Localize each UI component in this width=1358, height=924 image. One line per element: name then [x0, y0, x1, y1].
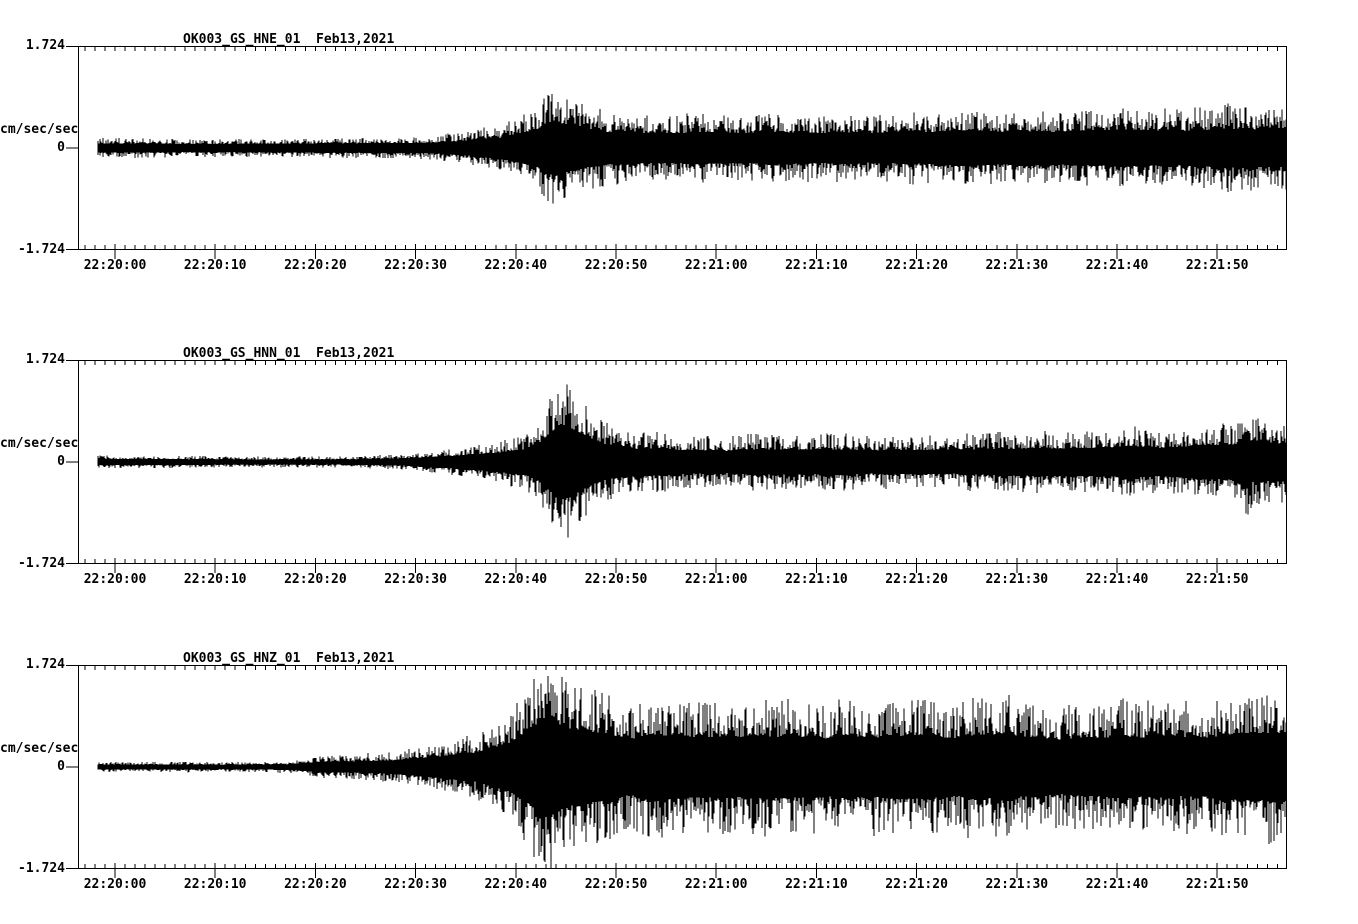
x-tick-label: 22:20:30 [384, 258, 447, 273]
y-tick-label-zero: 0 [57, 759, 65, 774]
y-tick-label-max: 1.724 [25, 38, 65, 53]
x-tick-label: 22:20:10 [183, 877, 247, 892]
waveform-plot-hnn [66, 360, 1287, 573]
y-tick-label-zero: 0 [57, 454, 65, 469]
x-tick-label: 22:20:20 [284, 572, 347, 587]
x-axis-labels: 22:20:00 22:20:10 22:20:20 22:20:30 22:20:40… [0, 878, 1358, 896]
x-tick-label: 22:20:00 [83, 258, 147, 273]
waveform-trace [97, 94, 1287, 204]
x-tick-label: 22:20:50 [584, 572, 648, 587]
x-tick-label: 22:21:50 [1185, 877, 1249, 892]
x-tick-label: 22:21:30 [985, 572, 1049, 587]
x-tick-label: 22:21:20 [885, 572, 948, 587]
x-tick-label: 22:21:30 [985, 877, 1049, 892]
y-tick-label-max: 1.724 [25, 352, 65, 367]
x-tick-label: 22:21:40 [1085, 572, 1149, 587]
waveform-plot-hnz [66, 665, 1287, 878]
panel-hnz: OK003_GS_HNZ_01 Feb13,2021 1.724 cm/sec/… [0, 619, 1358, 919]
y-axis-units-label: cm/sec/sec [0, 122, 79, 137]
x-tick-label: 22:20:30 [384, 877, 447, 892]
x-axis-labels: 22:20:00 22:20:10 22:20:20 22:20:30 22:20:40… [0, 259, 1358, 277]
y-tick-label-min: -1.724 [18, 861, 65, 876]
waveform-trace [97, 384, 1287, 538]
y-tick-label-min: -1.724 [18, 556, 65, 571]
waveform-plot-hne [66, 46, 1287, 259]
x-tick-label: 22:21:00 [684, 572, 748, 587]
x-tick-label: 22:21:10 [785, 258, 848, 273]
y-axis-units-label: cm/sec/sec [0, 436, 79, 451]
x-tick-label: 22:21:50 [1185, 572, 1249, 587]
axis-frame-and-ticks [66, 360, 1287, 573]
x-tick-label: 22:20:20 [284, 258, 347, 273]
x-tick-label: 22:20:00 [83, 877, 147, 892]
panel-title: OK003_GS_HNN_01 Feb13,2021 [183, 346, 395, 361]
x-tick-label: 22:21:00 [684, 877, 748, 892]
y-axis-units-label: cm/sec/sec [0, 741, 79, 756]
y-tick-label-min: -1.724 [18, 242, 65, 257]
x-tick-label: 22:21:40 [1085, 877, 1149, 892]
x-tick-label: 22:20:10 [183, 258, 247, 273]
y-tick-label-zero: 0 [57, 140, 65, 155]
axis-frame-and-ticks [66, 46, 1287, 259]
x-tick-label: 22:20:40 [484, 258, 548, 273]
panel-hnn: OK003_GS_HNN_01 Feb13,2021 1.724 cm/sec/… [0, 314, 1358, 614]
x-tick-label: 22:20:00 [83, 572, 147, 587]
panel-hne: OK003_GS_HNE_01 Feb13,2021 1.724 cm/sec/… [0, 0, 1358, 300]
x-tick-label: 22:21:20 [885, 258, 948, 273]
x-tick-label: 22:20:20 [284, 877, 347, 892]
x-tick-label: 22:21:40 [1085, 258, 1149, 273]
x-tick-label: 22:20:10 [183, 572, 247, 587]
x-tick-label: 22:20:40 [484, 877, 548, 892]
x-tick-label: 22:21:30 [985, 258, 1049, 273]
x-tick-label: 22:21:10 [785, 572, 848, 587]
x-tick-label: 22:20:40 [484, 572, 548, 587]
x-tick-label: 22:21:00 [684, 258, 748, 273]
panel-title: OK003_GS_HNZ_01 Feb13,2021 [183, 651, 395, 666]
panel-title: OK003_GS_HNE_01 Feb13,2021 [183, 32, 395, 47]
x-tick-label: 22:21:10 [785, 877, 848, 892]
y-tick-label-max: 1.724 [25, 657, 65, 672]
x-tick-label: 22:21:50 [1185, 258, 1249, 273]
axis-frame-and-ticks [66, 665, 1287, 878]
x-tick-label: 22:21:20 [885, 877, 948, 892]
x-tick-label: 22:20:30 [384, 572, 447, 587]
x-axis-labels: 22:20:00 22:20:10 22:20:20 22:20:30 22:20:40… [0, 573, 1358, 591]
x-tick-label: 22:20:50 [584, 877, 648, 892]
x-tick-label: 22:20:50 [584, 258, 648, 273]
waveform-trace [97, 676, 1287, 868]
